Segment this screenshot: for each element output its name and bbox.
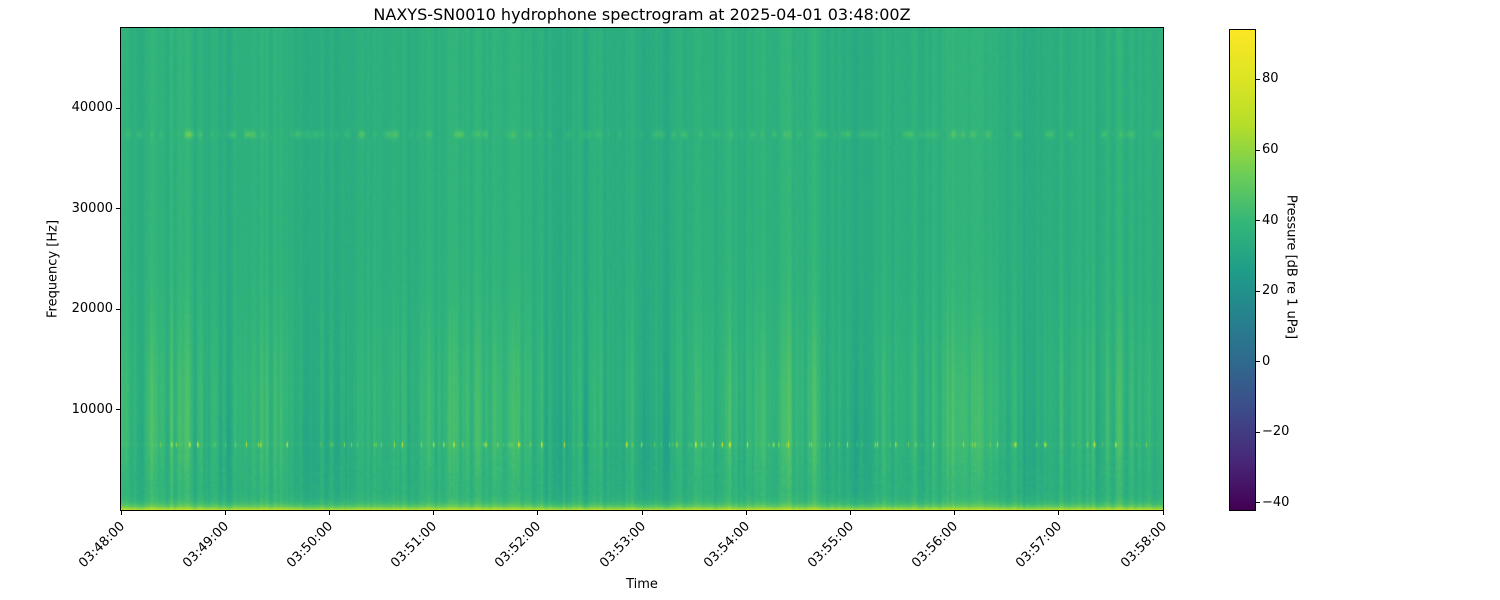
colorbar-tick-label: 80	[1262, 71, 1279, 87]
spectrogram-heatmap	[121, 28, 1163, 510]
colorbar-tick-mark	[1256, 220, 1260, 222]
x-axis-label: Time	[626, 577, 658, 592]
x-tick-label: 03:56:00	[909, 519, 962, 571]
x-tick-label: 03:52:00	[492, 519, 545, 571]
x-tick-mark	[849, 511, 851, 515]
colorbar-frame	[1229, 29, 1256, 511]
colorbar-tick-mark	[1256, 290, 1260, 292]
x-tick-mark	[328, 511, 330, 515]
x-tick-label: 03:51:00	[388, 519, 441, 571]
colorbar-tick-label: 20	[1262, 283, 1279, 299]
x-tick-mark	[1162, 511, 1164, 515]
x-tick-label: 03:50:00	[284, 519, 337, 571]
y-tick-label: 30000	[71, 200, 113, 216]
y-tick-label: 10000	[71, 401, 113, 417]
x-tick-label: 03:57:00	[1013, 519, 1066, 571]
colorbar-gradient	[1230, 30, 1255, 510]
x-tick-label: 03:54:00	[700, 519, 753, 571]
y-tick-mark	[116, 107, 120, 109]
colorbar-tick-label: 40	[1262, 212, 1279, 228]
x-tick-mark	[745, 511, 747, 515]
colorbar-tick-label: −20	[1262, 424, 1290, 440]
colorbar-tick-label: 0	[1262, 353, 1271, 369]
plot-area-frame	[120, 27, 1164, 511]
colorbar-tick-mark	[1256, 502, 1260, 504]
x-tick-mark	[954, 511, 956, 515]
colorbar-tick-label: 60	[1262, 142, 1279, 157]
colorbar-tick-mark	[1256, 149, 1260, 151]
y-tick-mark	[116, 409, 120, 411]
x-tick-mark	[537, 511, 539, 515]
x-tick-label: 03:48:00	[75, 519, 128, 571]
y-tick-mark	[116, 308, 120, 310]
x-tick-mark	[641, 511, 643, 515]
y-tick-label: 40000	[71, 100, 113, 116]
figure-title: NAXYS-SN0010 hydrophone spectrogram at 2…	[373, 5, 911, 24]
y-tick-mark	[116, 208, 120, 210]
x-tick-label: 03:55:00	[805, 519, 858, 571]
colorbar-label: Pressure [dB re 1 uPa]	[1283, 194, 1299, 340]
y-tick-label: 20000	[71, 301, 113, 317]
x-tick-mark	[224, 511, 226, 515]
y-axis-label: Frequency [Hz]	[45, 219, 61, 319]
x-tick-mark	[120, 511, 122, 515]
x-tick-label: 03:49:00	[179, 519, 232, 571]
x-tick-label: 03:58:00	[1117, 519, 1170, 571]
colorbar-tick-mark	[1256, 78, 1260, 80]
colorbar-tick-label: −40	[1262, 494, 1290, 510]
x-tick-mark	[1058, 511, 1060, 515]
colorbar-tick-mark	[1256, 361, 1260, 363]
colorbar-tick-mark	[1256, 431, 1260, 433]
x-tick-mark	[433, 511, 435, 515]
x-tick-label: 03:53:00	[596, 519, 649, 571]
